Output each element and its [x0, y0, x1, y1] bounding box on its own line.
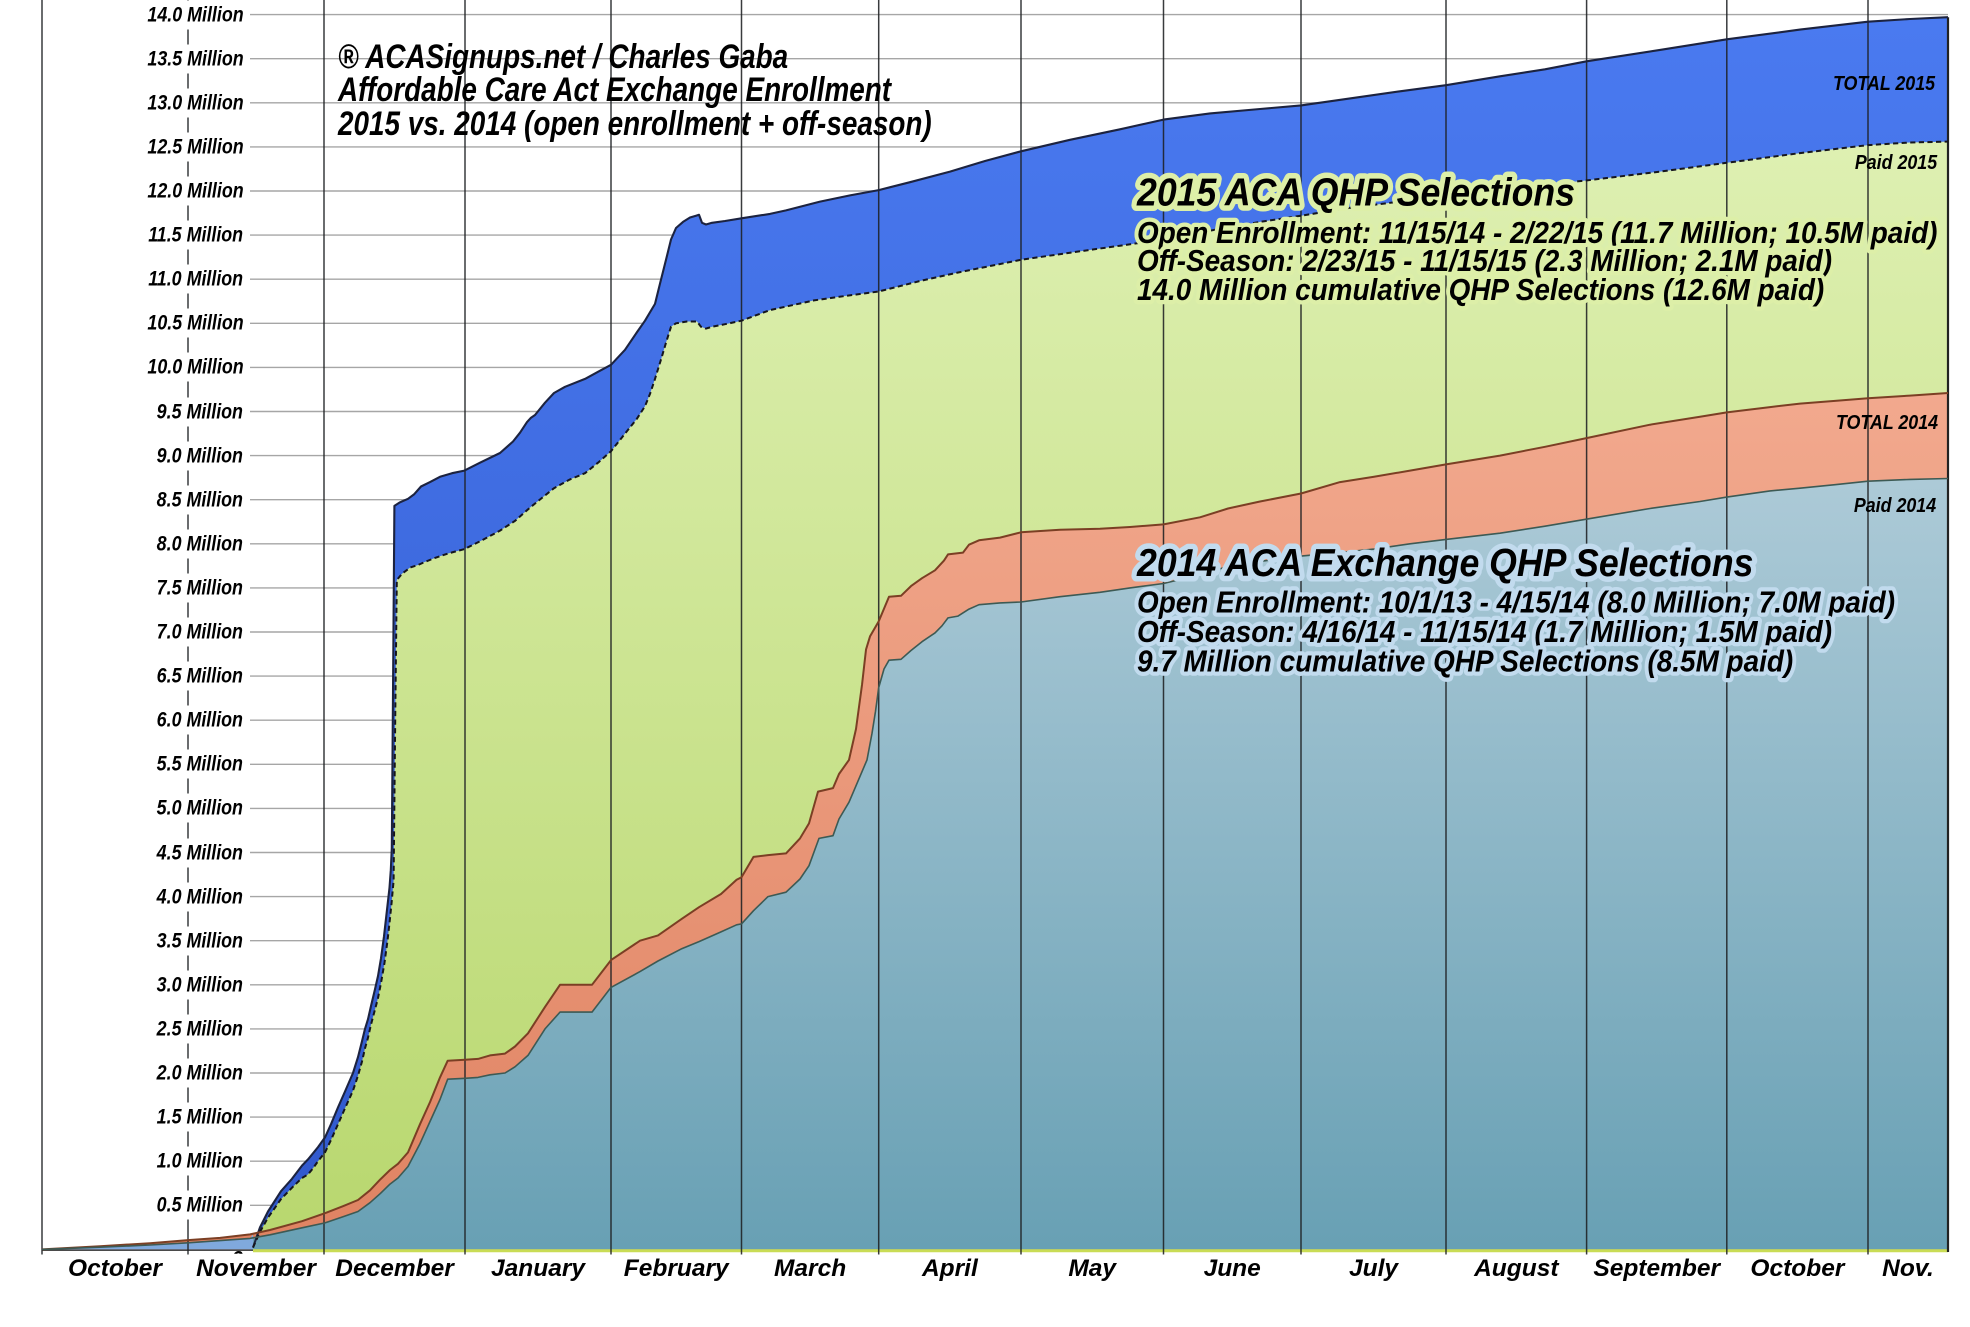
svg-text:9.7 Million cumulative QHP Sel: 9.7 Million cumulative QHP Selections (8… — [1137, 646, 1793, 679]
svg-text:2014 ACA Exchange QHP Selectio: 2014 ACA Exchange QHP Selections — [1136, 541, 1753, 585]
svg-text:14.0 Million cumulative QHP Se: 14.0 Million cumulative QHP Selections (… — [1137, 274, 1824, 307]
svg-text:0: 0 — [231, 1248, 243, 1271]
svg-text:Off-Season: 2/23/15 - 11/15/15: Off-Season: 2/23/15 - 11/15/15 (2.3 Mill… — [1137, 245, 1832, 278]
svg-text:Off-Season: 4/16/14 - 11/15/14: Off-Season: 4/16/14 - 11/15/14 (1.7 Mill… — [1137, 616, 1832, 649]
svg-text:2015 ACA QHP Selections: 2015 ACA QHP Selections — [1136, 170, 1575, 214]
svg-text:Open Enrollment: 11/15/14 - 2/: Open Enrollment: 11/15/14 - 2/22/15 (11.… — [1137, 217, 1937, 250]
svg-text:Open Enrollment: 10/1/13 - 4/1: Open Enrollment: 10/1/13 - 4/15/14 (8.0 … — [1137, 587, 1895, 620]
